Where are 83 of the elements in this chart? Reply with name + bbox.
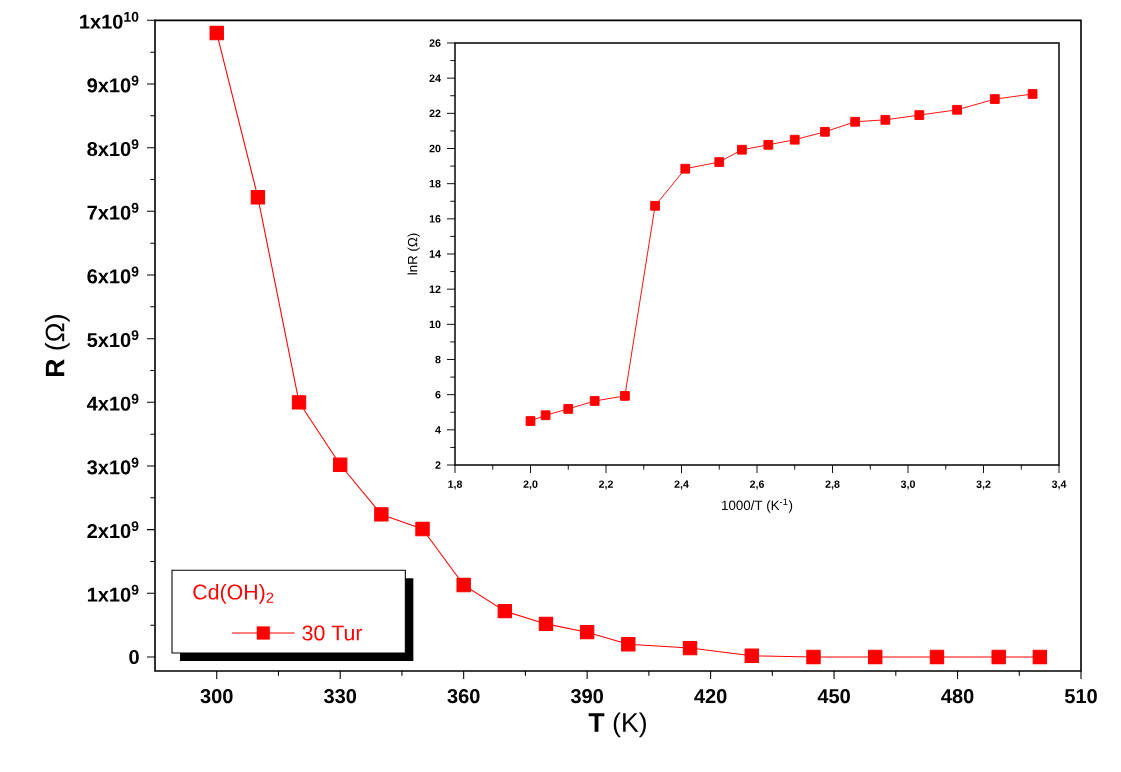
point [789, 134, 800, 145]
y-axis-title: R (Ω) [44, 315, 70, 377]
point [989, 94, 1000, 104]
point [737, 144, 747, 155]
y-tick-label: 26 [429, 39, 441, 47]
point [333, 457, 348, 472]
x-tick-label: 360 [447, 689, 480, 704]
y-tick-label: 18 [429, 179, 441, 188]
point [929, 649, 945, 665]
point [806, 649, 821, 665]
point [680, 163, 691, 174]
x-tick-label: 2,8 [825, 480, 840, 490]
point [563, 404, 574, 414]
x-tick-label: 450 [817, 689, 850, 704]
x-tick-label: 510 [1064, 689, 1097, 704]
x-axis-title: 1000/T (K$^{-1}$) [722, 498, 793, 513]
legend-title: Cd(OH)$_{2}$ [193, 583, 274, 604]
point [620, 391, 630, 401]
x-tick-label: 330 [323, 689, 357, 704]
x-tick-label: 300 [200, 689, 233, 704]
point [914, 110, 925, 120]
x-tick-label: 3,4 [1051, 480, 1067, 490]
x-axis-title: T (K) [588, 712, 646, 738]
x-tick-label: 390 [570, 689, 603, 704]
x-tick-label: 480 [941, 689, 974, 704]
x-tick-label: 2,6 [749, 480, 765, 490]
point [744, 648, 759, 663]
point [880, 114, 891, 125]
x-tick-label: 2,0 [523, 480, 538, 490]
point [1027, 89, 1038, 99]
x-tick-label: 2,4 [674, 480, 689, 490]
point [1032, 649, 1048, 665]
point [682, 640, 698, 656]
y-axis-title: lnR (Ω) [407, 233, 420, 275]
point [456, 577, 471, 593]
x-tick-label: 1,8 [448, 480, 463, 490]
y-tick-label: 12 [429, 285, 441, 293]
y-tick-label: 0 [129, 649, 139, 665]
y-tick-label: 4x10$^{9}$ [86, 393, 139, 411]
point [250, 190, 266, 205]
point [991, 649, 1006, 665]
y-tick-label: 6 [435, 390, 441, 399]
y-tick-label: 2 [435, 461, 441, 469]
point [525, 416, 536, 426]
point [209, 25, 224, 41]
point [538, 616, 554, 632]
point [650, 200, 660, 211]
y-tick-label: 1x10$^{10}$ [80, 11, 139, 29]
legend-label: 30 Tur [302, 625, 363, 641]
point [952, 104, 962, 115]
point [868, 649, 883, 665]
point [589, 396, 600, 406]
y-tick-label: 14 [429, 250, 441, 258]
y-tick-label: 6x10$^{9}$ [87, 266, 139, 284]
point [540, 410, 551, 421]
point [497, 603, 513, 619]
point [415, 521, 430, 537]
y-tick-label: 16 [429, 215, 441, 223]
y-tick-label: 7x10$^{9}$ [87, 202, 139, 220]
point [763, 139, 774, 150]
point [579, 624, 595, 640]
x-tick-label: 420 [694, 689, 727, 704]
y-tick-label: 20 [429, 144, 441, 153]
y-tick-label: 5x10$^{9}$ [87, 330, 139, 348]
point [850, 116, 861, 127]
y-tick-label: 4 [435, 426, 441, 434]
y-tick-label: 8 [435, 355, 441, 364]
x-tick-label: 2,2 [598, 480, 613, 490]
y-tick-label: 1x10$^{9}$ [87, 584, 139, 602]
point [714, 157, 725, 167]
point [291, 395, 307, 410]
point [621, 637, 636, 652]
point [374, 507, 389, 522]
y-tick-label: 24 [429, 74, 441, 82]
point [820, 126, 830, 137]
y-tick-label: 8x10$^{9}$ [87, 139, 139, 157]
x-tick-label: 3,0 [900, 480, 915, 490]
y-tick-label: 22 [429, 109, 441, 118]
y-tick-label: 10 [429, 320, 441, 329]
y-tick-label: 3x10$^{9}$ [87, 457, 139, 475]
x-tick-label: 3,2 [976, 480, 991, 490]
y-tick-label: 9x10$^{9}$ [87, 75, 139, 93]
y-tick-label: 2x10$^{9}$ [87, 521, 139, 539]
